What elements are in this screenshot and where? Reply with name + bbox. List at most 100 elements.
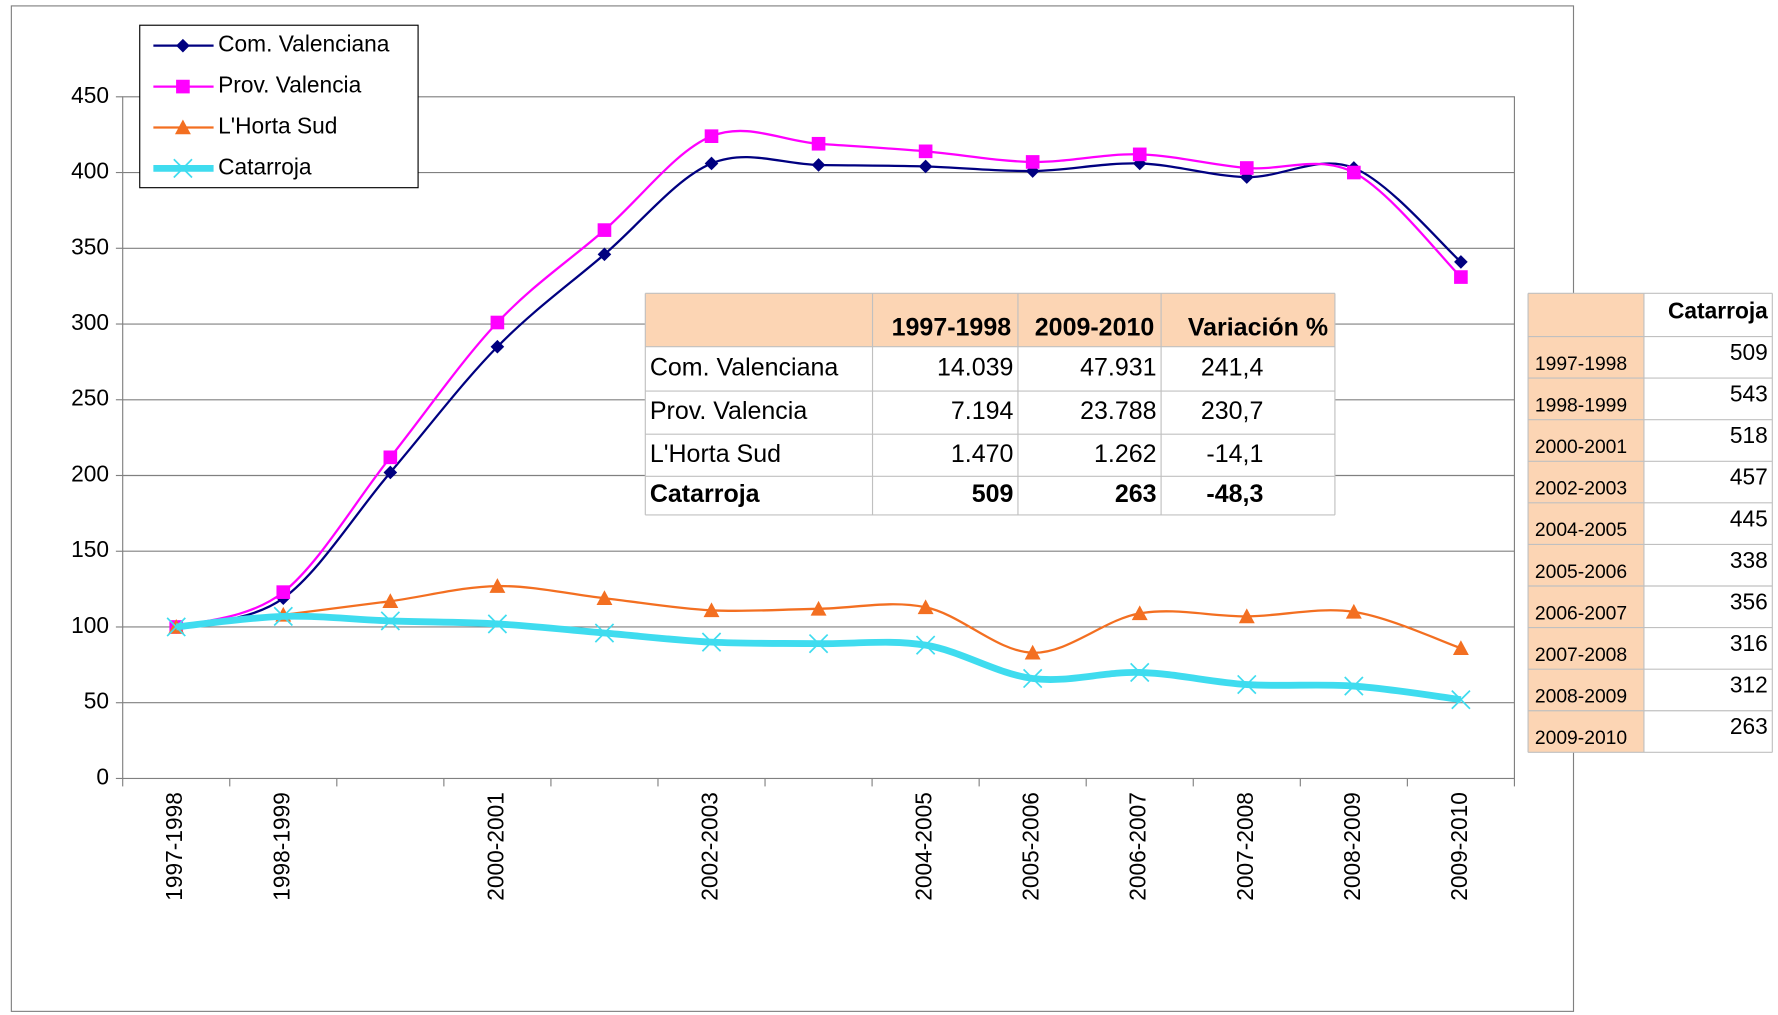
side-cell: 356 xyxy=(1730,588,1768,614)
point xyxy=(918,159,933,174)
side-cell: 338 xyxy=(1730,547,1768,573)
table-row-label: L'Horta Sud xyxy=(650,440,781,468)
point xyxy=(1454,270,1468,284)
side-row-label: 2000-2001 xyxy=(1535,437,1627,458)
side-row-label: 2005-2006 xyxy=(1535,562,1627,583)
side-cell: 263 xyxy=(1730,713,1768,739)
table-cell: 230,7 xyxy=(1201,397,1264,425)
side-cell: 509 xyxy=(1730,339,1768,365)
table-cell: 7.194 xyxy=(951,397,1014,425)
point xyxy=(487,614,508,634)
point xyxy=(1344,676,1364,696)
x-tick-label: 2002-2003 xyxy=(697,792,723,901)
point xyxy=(1239,161,1254,175)
table-row-label: Com. Valenciana xyxy=(650,353,839,381)
side-cell: 518 xyxy=(1730,422,1768,448)
point xyxy=(1454,255,1468,269)
side-row-label: 2002-2003 xyxy=(1535,479,1627,500)
side-row-label: 2006-2007 xyxy=(1535,603,1627,624)
side-row-label: 2007-2008 xyxy=(1535,645,1627,666)
y-tick-label: 50 xyxy=(84,688,109,714)
point xyxy=(808,633,829,654)
y-tick-label: 300 xyxy=(71,309,109,335)
side-cell: 316 xyxy=(1730,630,1768,656)
table-cell: 241,4 xyxy=(1201,353,1264,381)
point xyxy=(1347,165,1361,180)
point xyxy=(173,158,193,179)
x-tick-label: 2008-2009 xyxy=(1339,792,1365,901)
legend-label: L'Horta Sud xyxy=(218,112,337,138)
table-cell: 1.262 xyxy=(1094,440,1157,468)
point xyxy=(383,465,398,480)
point xyxy=(1024,644,1041,660)
point xyxy=(273,606,293,627)
point xyxy=(704,156,719,171)
point xyxy=(701,632,722,652)
point xyxy=(918,144,933,159)
y-tick-label: 350 xyxy=(71,233,109,259)
point xyxy=(276,585,291,599)
table-header: 2009-2010 xyxy=(1035,314,1154,342)
point xyxy=(915,635,936,655)
table-cell: -48,3 xyxy=(1206,480,1263,508)
point xyxy=(174,119,191,135)
table-header-bg xyxy=(645,293,1335,347)
table-header: 1997-1998 xyxy=(892,314,1012,342)
y-tick-label: 150 xyxy=(71,536,109,562)
table-row-label: Catarroja xyxy=(650,480,761,508)
point xyxy=(1025,155,1040,169)
legend-box xyxy=(139,24,419,189)
side-cell: 457 xyxy=(1730,464,1768,490)
point xyxy=(1130,662,1150,683)
y-tick-label: 200 xyxy=(71,460,109,486)
table-cell: 23.788 xyxy=(1080,397,1156,425)
point xyxy=(1451,689,1471,710)
point xyxy=(597,223,612,237)
x-tick-label: 2004-2005 xyxy=(911,792,937,901)
x-tick-label: 2005-2006 xyxy=(1018,792,1044,901)
side-header-bg xyxy=(1528,293,1644,337)
x-tick-label: 1998-1999 xyxy=(268,792,294,901)
point xyxy=(594,623,615,643)
side-row-label: 2009-2010 xyxy=(1535,728,1627,749)
point xyxy=(704,129,719,144)
table-cell: 263 xyxy=(1115,480,1157,508)
point xyxy=(917,599,934,615)
point xyxy=(810,600,827,616)
table-body-bg xyxy=(645,346,1335,515)
x-tick-label: 2009-2010 xyxy=(1446,792,1472,901)
y-tick-label: 0 xyxy=(96,763,109,789)
side-row-label: 2008-2009 xyxy=(1535,687,1627,708)
legend-label: Prov. Valencia xyxy=(218,72,361,98)
x-tick-label: 2000-2001 xyxy=(482,792,508,901)
legend-label: Com. Valenciana xyxy=(218,31,390,57)
table-row-label: Prov. Valencia xyxy=(650,397,807,425)
side-cell: 445 xyxy=(1730,505,1768,531)
point xyxy=(1022,668,1043,689)
side-cell: 543 xyxy=(1730,381,1768,407)
side-row-label: 1997-1998 xyxy=(1535,354,1627,375)
y-tick-label: 450 xyxy=(71,82,109,108)
side-row-label: 1998-1999 xyxy=(1535,395,1627,416)
point xyxy=(490,315,505,330)
point xyxy=(596,590,613,606)
point xyxy=(703,602,720,618)
table-cell: 47.931 xyxy=(1080,353,1156,381)
point xyxy=(489,578,506,593)
point xyxy=(176,38,190,53)
point xyxy=(1237,674,1257,695)
side-cell: 312 xyxy=(1730,672,1768,698)
point xyxy=(1238,608,1255,624)
point xyxy=(1452,640,1469,656)
point xyxy=(380,611,401,631)
side-row-label: 2004-2005 xyxy=(1535,520,1627,541)
table-cell: 1.470 xyxy=(951,440,1014,468)
point xyxy=(383,450,398,465)
point xyxy=(1132,147,1147,162)
point xyxy=(176,79,190,94)
table-cell: -14,1 xyxy=(1206,440,1263,468)
point xyxy=(1131,605,1148,621)
table-cell: 14.039 xyxy=(937,353,1013,381)
point xyxy=(811,158,826,172)
